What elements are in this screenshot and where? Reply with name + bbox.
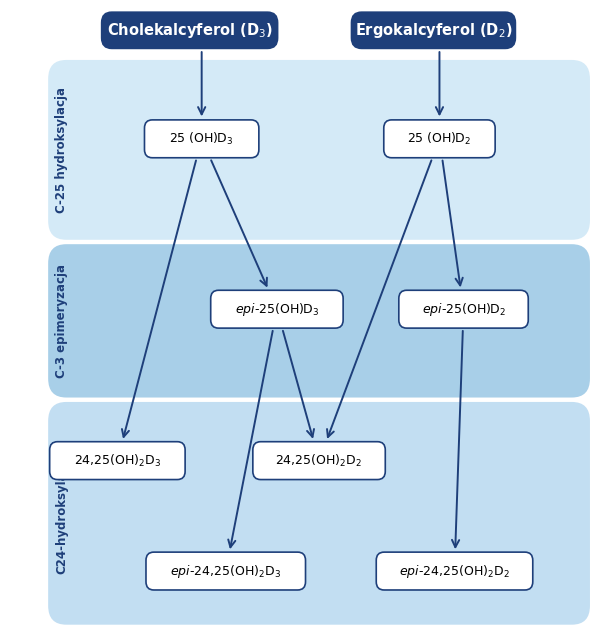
- FancyBboxPatch shape: [48, 402, 590, 625]
- Text: $\it{epi}$-25(OH)D$_2$: $\it{epi}$-25(OH)D$_2$: [421, 301, 506, 317]
- FancyBboxPatch shape: [48, 244, 590, 398]
- Text: 25 (OH)D$_2$: 25 (OH)D$_2$: [408, 131, 471, 147]
- FancyBboxPatch shape: [48, 60, 590, 240]
- Text: 25 (OH)D$_3$: 25 (OH)D$_3$: [170, 131, 234, 147]
- Text: $\it{epi}$-25(OH)D$_3$: $\it{epi}$-25(OH)D$_3$: [235, 301, 319, 317]
- Text: $\it{epi}$-24,25(OH)$_2$D$_3$: $\it{epi}$-24,25(OH)$_2$D$_3$: [170, 563, 281, 579]
- FancyBboxPatch shape: [211, 290, 343, 328]
- Text: 24,25(OH)$_2$D$_3$: 24,25(OH)$_2$D$_3$: [73, 452, 161, 469]
- Text: C-25 hydroksylacja: C-25 hydroksylacja: [55, 87, 68, 213]
- FancyBboxPatch shape: [253, 442, 385, 480]
- FancyBboxPatch shape: [350, 11, 517, 49]
- Text: 24,25(OH)$_2$D$_2$: 24,25(OH)$_2$D$_2$: [276, 452, 362, 469]
- FancyBboxPatch shape: [101, 11, 278, 49]
- FancyBboxPatch shape: [384, 120, 495, 158]
- FancyBboxPatch shape: [376, 552, 533, 590]
- FancyBboxPatch shape: [144, 120, 259, 158]
- Text: Cholekalcyferol (D$_3$): Cholekalcyferol (D$_3$): [107, 21, 273, 40]
- FancyBboxPatch shape: [146, 552, 306, 590]
- Text: Ergokalcyferol (D$_2$): Ergokalcyferol (D$_2$): [355, 21, 512, 40]
- FancyBboxPatch shape: [49, 442, 185, 480]
- Text: $\it{epi}$-24,25(OH)$_2$D$_2$: $\it{epi}$-24,25(OH)$_2$D$_2$: [399, 563, 510, 579]
- FancyBboxPatch shape: [399, 290, 529, 328]
- Text: C24-hydroksylacja: C24-hydroksylacja: [55, 452, 68, 574]
- Text: C-3 epimeryzacja: C-3 epimeryzacja: [55, 264, 68, 378]
